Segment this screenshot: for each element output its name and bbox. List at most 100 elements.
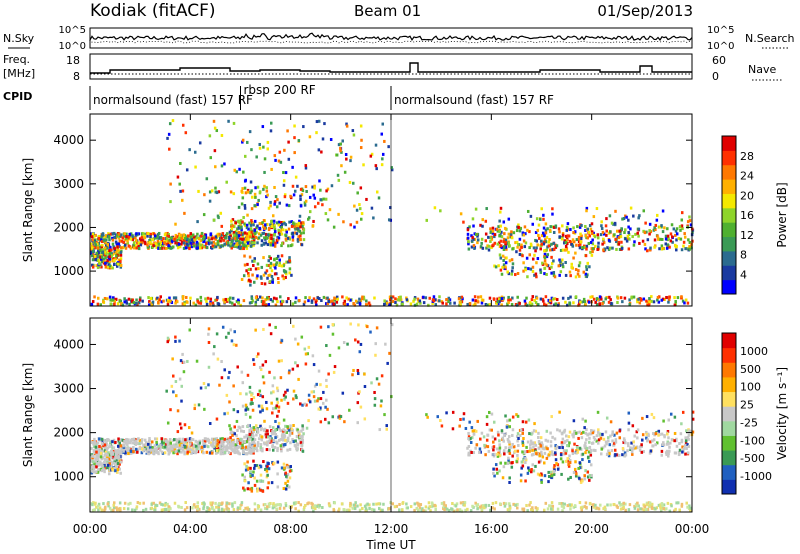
echo-cell: [181, 448, 185, 452]
echo-cell: [278, 503, 282, 507]
echo-cell: [601, 432, 604, 436]
echo-cell: [151, 451, 155, 455]
echo-cell: [104, 261, 107, 265]
echo-cell: [190, 441, 193, 445]
echo-cell: [205, 444, 209, 448]
echo-cell: [212, 303, 215, 307]
echo-cell: [176, 430, 180, 434]
y-tick-label: 3000: [53, 177, 84, 191]
echo-cell: [592, 429, 596, 433]
echo-cell: [104, 466, 107, 470]
echo-cell: [125, 232, 128, 236]
echo-cell: [224, 297, 228, 301]
echo-cell: [594, 244, 597, 248]
echo-cell: [688, 509, 692, 513]
echo-cell: [507, 435, 511, 439]
echo-cell: [613, 221, 617, 225]
echo-cell: [352, 181, 355, 185]
echo-cell: [255, 226, 258, 230]
echo-cell: [464, 508, 467, 512]
echo-cell: [200, 234, 203, 238]
echo-cell: [324, 417, 327, 421]
echo-cell: [416, 508, 420, 512]
echo-cell: [666, 432, 669, 436]
echo-cell: [493, 452, 496, 456]
echo-cell: [508, 509, 511, 513]
echo-cell: [174, 443, 178, 447]
echo-cell: [297, 139, 301, 143]
echo-cell: [169, 507, 172, 511]
echo-cell: [361, 295, 364, 299]
echo-cell: [242, 247, 245, 251]
echo-cell: [185, 244, 188, 248]
echo-cell: [486, 244, 489, 248]
echo-cell: [592, 435, 596, 439]
echo-cell: [609, 230, 612, 234]
echo-cell: [252, 236, 256, 240]
echo-cell: [192, 445, 196, 449]
echo-cell: [252, 243, 255, 247]
echo-cell: [500, 295, 504, 299]
echo-cell: [539, 247, 542, 251]
echo-cell: [254, 235, 258, 239]
colorbar-segment: [722, 150, 736, 166]
echo-cell: [533, 441, 537, 445]
echo-cell: [561, 233, 565, 237]
echo-cell: [183, 423, 187, 427]
colorbar-segment: [722, 164, 736, 180]
echo-cell: [149, 301, 152, 305]
echo-cell: [227, 376, 230, 380]
echo-cell: [286, 448, 289, 452]
echo-cell: [138, 298, 142, 302]
echo-cell: [177, 504, 180, 508]
echo-cell: [351, 373, 354, 377]
echo-cell: [580, 234, 583, 238]
echo-cell: [285, 440, 289, 444]
echo-cell: [277, 421, 281, 425]
echo-cell: [555, 244, 559, 248]
echo-cell: [649, 440, 652, 444]
echo-cell: [544, 228, 548, 232]
echo-cell: [241, 140, 244, 144]
echo-cell: [251, 437, 255, 441]
echo-cell: [215, 449, 219, 453]
echo-cell: [260, 239, 264, 243]
echo-cell: [259, 393, 262, 397]
echo-cell: [118, 451, 121, 455]
echo-cell: [137, 232, 141, 236]
echo-cell: [472, 237, 475, 241]
nsky-label: N.Sky: [3, 32, 35, 45]
echo-cell: [111, 508, 115, 512]
echo-cell: [252, 223, 255, 227]
echo-cell: [248, 233, 251, 237]
echo-cell: [572, 256, 575, 260]
echo-cell: [354, 338, 357, 342]
echo-cell: [287, 244, 290, 248]
echo-cell: [92, 501, 95, 505]
echo-cell: [283, 466, 286, 470]
echo-cell: [253, 257, 257, 261]
echo-cell: [268, 439, 271, 443]
echo-cell: [253, 476, 256, 480]
echo-cell: [338, 416, 342, 420]
echo-cell: [103, 464, 106, 468]
echo-cell: [646, 507, 650, 511]
echo-cell: [245, 223, 249, 227]
echo-cell: [360, 138, 363, 142]
echo-cell: [535, 296, 539, 300]
echo-cell: [183, 450, 186, 454]
echo-cell: [99, 257, 103, 261]
echo-cell: [251, 241, 254, 245]
echo-cell: [293, 222, 297, 226]
echo-cell: [521, 441, 525, 445]
echo-cell: [405, 296, 408, 300]
echo-cell: [294, 439, 297, 443]
echo-cell: [265, 296, 269, 300]
echo-cell: [356, 504, 359, 508]
cpid-segment-label: normalsound (fast) 157 RF: [93, 93, 253, 107]
echo-cell: [248, 447, 251, 451]
echo-cell: [541, 231, 545, 235]
echo-cell: [681, 445, 684, 449]
echo-cell: [300, 335, 304, 339]
echo-cell: [245, 447, 248, 451]
